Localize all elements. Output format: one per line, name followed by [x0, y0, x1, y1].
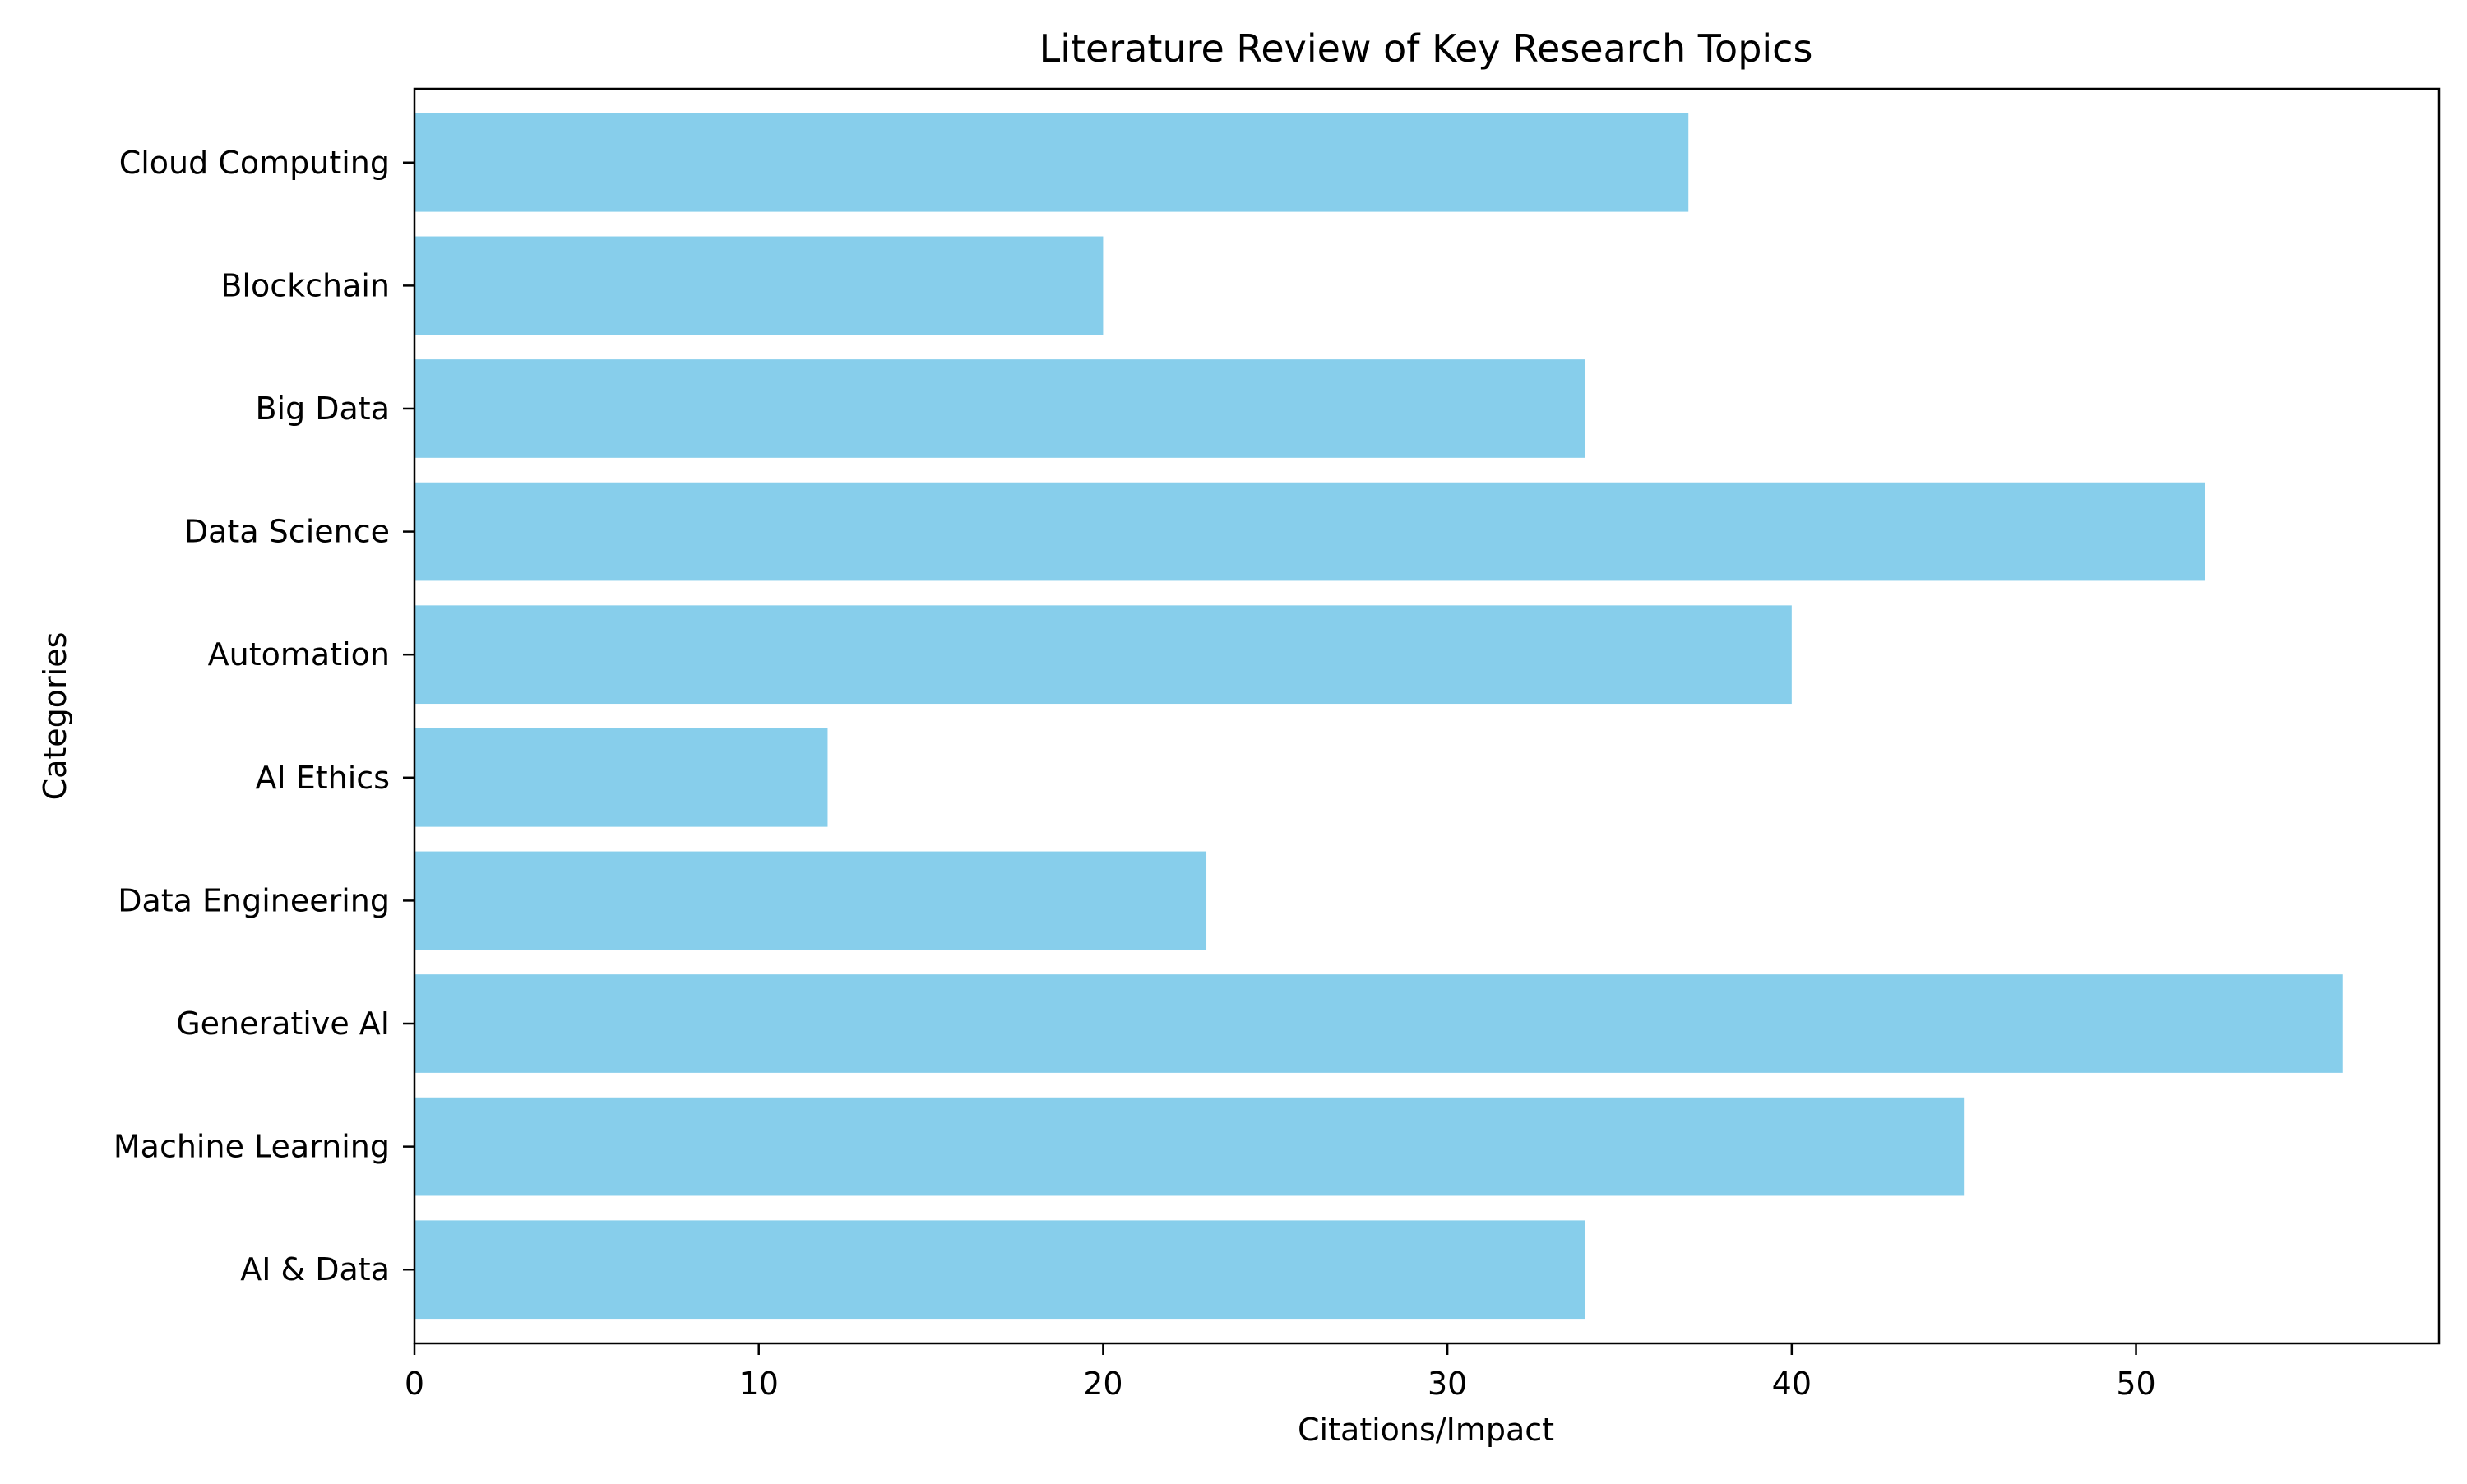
y-tick-label: Generative AI	[176, 1006, 390, 1042]
x-tick-label: 40	[1772, 1366, 1812, 1402]
bar	[414, 359, 1585, 458]
y-tick-label: Blockchain	[220, 267, 390, 303]
plot-frame	[413, 87, 2441, 1345]
bar	[414, 113, 1689, 212]
y-tick-label: AI & Data	[240, 1251, 390, 1288]
bar	[414, 605, 1792, 705]
bar	[414, 851, 1207, 950]
y-tick-label: Big Data	[255, 391, 390, 427]
bar	[414, 482, 2205, 581]
y-tick-label: Machine Learning	[113, 1129, 390, 1165]
bar	[414, 1097, 1965, 1196]
y-tick-label: Data Science	[184, 514, 390, 550]
x-tick-label: 50	[2116, 1366, 2155, 1402]
y-axis-label: Categories	[37, 632, 73, 801]
x-tick-label: 20	[1083, 1366, 1122, 1402]
x-tick-label: 0	[405, 1366, 424, 1402]
x-tick-label: 10	[739, 1366, 779, 1402]
y-tick-label: Automation	[208, 636, 390, 673]
y-tick-label: AI Ethics	[255, 760, 390, 796]
x-axis-label: Citations/Impact	[1298, 1412, 1554, 1448]
bar	[414, 1220, 1585, 1320]
y-tick-label: Data Engineering	[118, 882, 390, 918]
bar	[414, 974, 2343, 1073]
x-tick-label: 30	[1428, 1366, 1467, 1402]
y-tick-group: AI & Data Machine Learning Generative AI Da…	[113, 145, 414, 1288]
chart-title: Literature Review of Key Research Topics	[1039, 26, 1813, 71]
y-tick-label: Cloud Computing	[119, 145, 390, 181]
bar	[414, 728, 828, 827]
x-tick-group: 0 10 20 30 40 50	[405, 1343, 2156, 1402]
bars-group	[414, 113, 2343, 1320]
bar	[414, 236, 1104, 335]
